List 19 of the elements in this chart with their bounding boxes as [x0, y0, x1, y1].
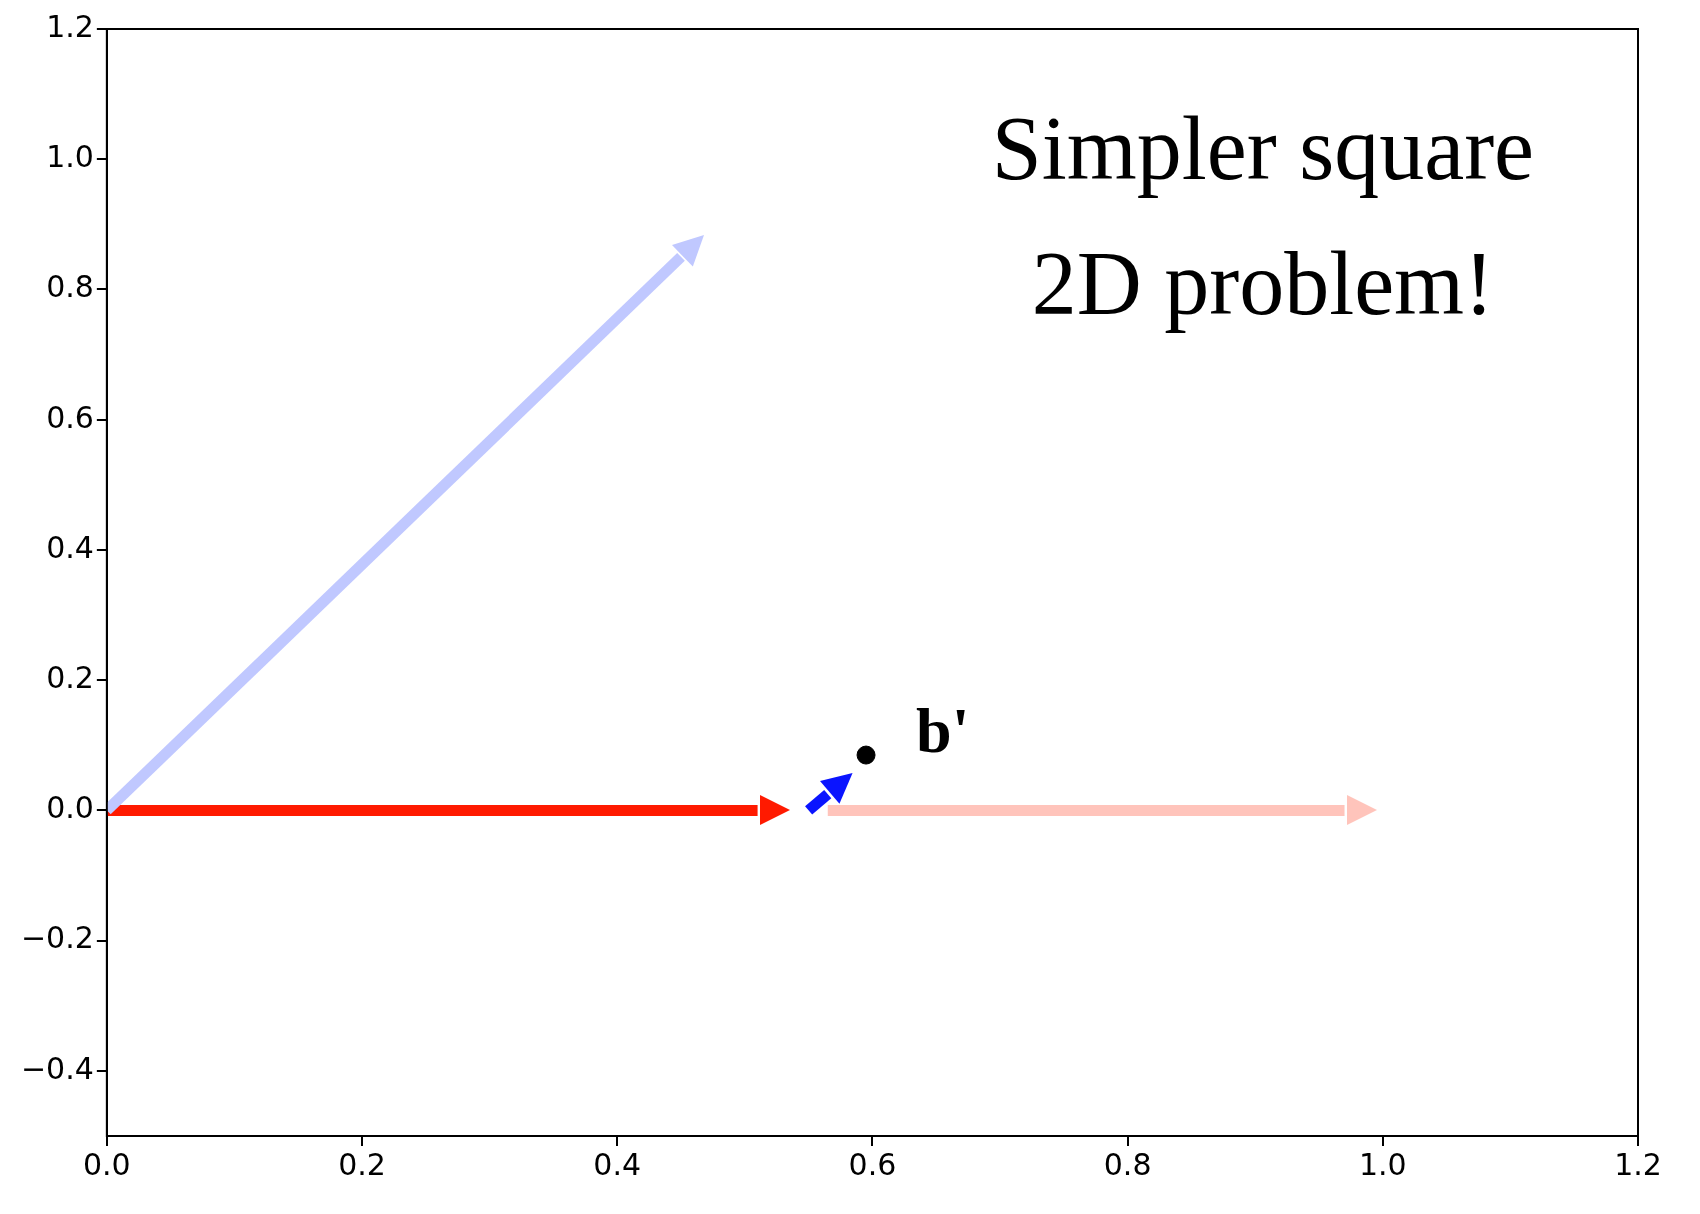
y-tick-label: 1.0 — [46, 139, 94, 175]
x-tick-label: 1.2 — [1614, 1146, 1662, 1182]
y-tick-label: 0.2 — [46, 659, 94, 695]
annotation: b' — [916, 694, 970, 766]
x-tick-label: 1.0 — [1358, 1146, 1407, 1182]
x-tick-label: 0.6 — [848, 1146, 897, 1182]
y-tick-label: 0.0 — [46, 790, 94, 826]
y-tick-label: 0.8 — [46, 269, 94, 305]
y-tick-label: −0.4 — [20, 1050, 94, 1086]
y-tick-label: 0.4 — [46, 529, 94, 565]
x-tick-label: 0.4 — [593, 1146, 642, 1182]
annotation: Simpler square — [991, 99, 1535, 198]
x-tick-label: 0.2 — [338, 1146, 386, 1182]
y-tick-label: 1.2 — [46, 8, 94, 44]
x-tick-label: 0.8 — [1103, 1146, 1152, 1182]
y-tick-label: 0.6 — [46, 399, 94, 435]
x-tick-label: 0.0 — [82, 1146, 131, 1182]
y-tick-label: −0.2 — [20, 920, 94, 956]
annotation: 2D problem! — [1031, 234, 1495, 333]
